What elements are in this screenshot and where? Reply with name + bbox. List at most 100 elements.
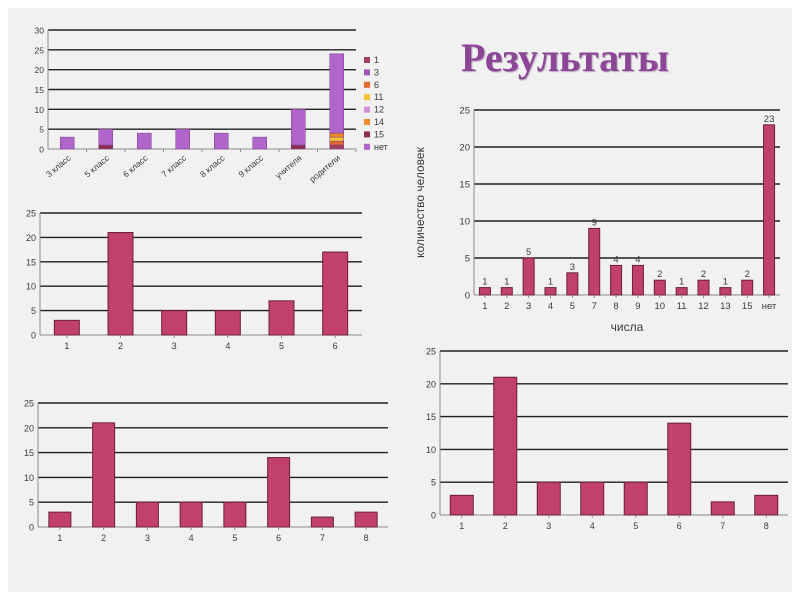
q8b-x-tick-label: 6 [677, 521, 682, 531]
numbers-data-label: 1 [679, 277, 684, 288]
numbers-x-tick-label: 9 [635, 301, 640, 312]
q6-x-tick-label: 1 [64, 341, 69, 351]
eight-answer-bar-chart-left: 0 5 10 15 20 25 1 2 3 4 5 6 7 8 [24, 399, 388, 543]
classes-legend-swatch [364, 131, 370, 138]
classes-bar-segment [98, 128, 113, 146]
numbers-bar-7 [610, 264, 623, 296]
numbers-x-tick-label: 13 [720, 301, 731, 312]
q8b-bar-4 [580, 481, 605, 516]
q8a-x-tick-label: 8 [364, 533, 369, 543]
q8b-y-tick-label: 15 [426, 412, 436, 422]
numbers-data-label: 3 [570, 262, 575, 273]
numbers-data-label: 2 [701, 269, 706, 280]
numbers-x-tick-label: 11 [677, 301, 687, 312]
q8a-y-tick-label: 20 [24, 423, 34, 433]
q6-x-tick-label: 6 [333, 341, 338, 351]
numbers-data-label: 1 [504, 277, 509, 288]
q8b-bar-7 [710, 501, 735, 516]
classes-bar-segment [60, 136, 75, 150]
numbers-bar-10 [675, 287, 688, 296]
q8a-x-tick-label: 7 [320, 533, 325, 543]
numbers-data-label: 1 [482, 277, 487, 288]
numbers-y-tick-label: 5 [465, 254, 470, 265]
q6-bar-6 [322, 251, 349, 336]
numbers-bar-14 [763, 124, 776, 296]
numbers-bar-11 [697, 279, 710, 296]
numbers-data-label: 2 [745, 269, 750, 280]
numbers-x-tick-label: 3 [526, 301, 531, 312]
q8a-bar-2 [92, 422, 116, 528]
q8a-bar-5 [223, 501, 247, 528]
numbers-x-tick-label: нет [762, 301, 777, 312]
q8b-y-tick-label: 0 [431, 511, 436, 521]
q8a-bar-8 [354, 511, 378, 528]
classes-legend-swatch [364, 143, 370, 150]
numbers-x-tick-label: 10 [654, 301, 665, 312]
numbers-bar-1 [478, 287, 491, 296]
classes-bar-segment [291, 144, 306, 150]
numbers-data-label: 23 [764, 114, 775, 125]
numbers-bar-9 [653, 279, 666, 296]
q8b-bar-2 [493, 376, 518, 516]
q6-x-tick-label: 5 [279, 341, 284, 351]
q8b-x-tick-label: 3 [546, 521, 551, 531]
numbers-bar-13 [741, 279, 754, 296]
q8b-bar-5 [623, 481, 648, 516]
q8b-x-tick-label: 5 [633, 521, 638, 531]
classes-y-tick-label: 15 [35, 85, 45, 95]
q6-bar-1 [53, 319, 80, 336]
classes-legend-label: 3 [374, 67, 379, 77]
slide: Результаты 0 5 10 15 20 25 30 3 класс 5 класс 6 к… [8, 8, 792, 592]
eight-answer-bar-chart-right: 0 5 10 15 20 25 1 2 3 4 5 6 7 8 [426, 347, 788, 531]
q8a-y-tick-label: 25 [24, 399, 34, 409]
numbers-x-tick-label: 4 [548, 301, 553, 312]
q8b-y-tick-label: 5 [431, 478, 436, 488]
numbers-bar-2 [500, 287, 513, 296]
classes-bar-segment [137, 132, 152, 150]
numbers-x-tick-label: 8 [613, 301, 618, 312]
classes-bar-segment [329, 136, 344, 142]
numbers-bar-8 [631, 264, 644, 296]
classes-legend-label: 6 [374, 80, 379, 90]
classes-bar-segment [329, 140, 344, 146]
classes-legend-label: 1 [374, 55, 379, 65]
classes-legend-swatch [364, 94, 370, 101]
q6-x-tick-label: 4 [225, 341, 230, 351]
numbers-y-tick-label: 20 [459, 143, 470, 154]
q8b-bar-1 [449, 494, 474, 516]
q8b-x-tick-label: 2 [503, 521, 508, 531]
q6-y-tick-label: 20 [26, 233, 36, 243]
numbers-x-tick-label: 2 [504, 301, 509, 312]
q8a-y-tick-label: 0 [29, 523, 34, 533]
classes-bar-segment [329, 144, 344, 150]
q8b-x-tick-label: 8 [764, 521, 769, 531]
numbers-x-tick-label: 15 [742, 301, 753, 312]
numbers-data-label: 1 [723, 277, 728, 288]
q6-bar-4 [214, 310, 241, 336]
classes-legend-swatch [364, 106, 370, 113]
numbers-bar-12 [719, 287, 732, 296]
classes-x-tick-label: 6 класс [121, 152, 150, 179]
classes-x-tick-label: учителя [273, 153, 304, 181]
classes-y-tick-label: 25 [35, 45, 45, 55]
classes-y-tick-label: 10 [35, 105, 45, 115]
q8a-x-tick-label: 4 [189, 533, 194, 543]
classes-bar-segment [329, 53, 344, 134]
six-answer-bar-chart: 0 5 10 15 20 25 1 2 3 4 5 6 [26, 209, 362, 351]
q8b-bar-3 [536, 481, 561, 516]
classes-y-tick-label: 0 [39, 145, 44, 155]
classes-x-tick-label: 5 класс [82, 152, 111, 179]
numbers-bar-4 [544, 287, 557, 296]
q8b-x-tick-label: 4 [590, 521, 595, 531]
q8a-bar-4 [179, 501, 203, 528]
numbers-y-tick-label: 25 [459, 106, 470, 117]
q8b-x-tick-label: 1 [459, 521, 464, 531]
numbers-y-tick-label: 15 [459, 180, 470, 191]
classes-legend-label: 14 [374, 117, 384, 127]
q8a-y-tick-label: 5 [29, 498, 34, 508]
classes-y-tick-label: 5 [39, 125, 44, 135]
q6-bar-2 [107, 232, 134, 336]
numbers-data-label: 2 [657, 269, 662, 280]
classes-y-tick-label: 30 [35, 26, 45, 36]
numbers-data-label: 5 [526, 247, 531, 258]
